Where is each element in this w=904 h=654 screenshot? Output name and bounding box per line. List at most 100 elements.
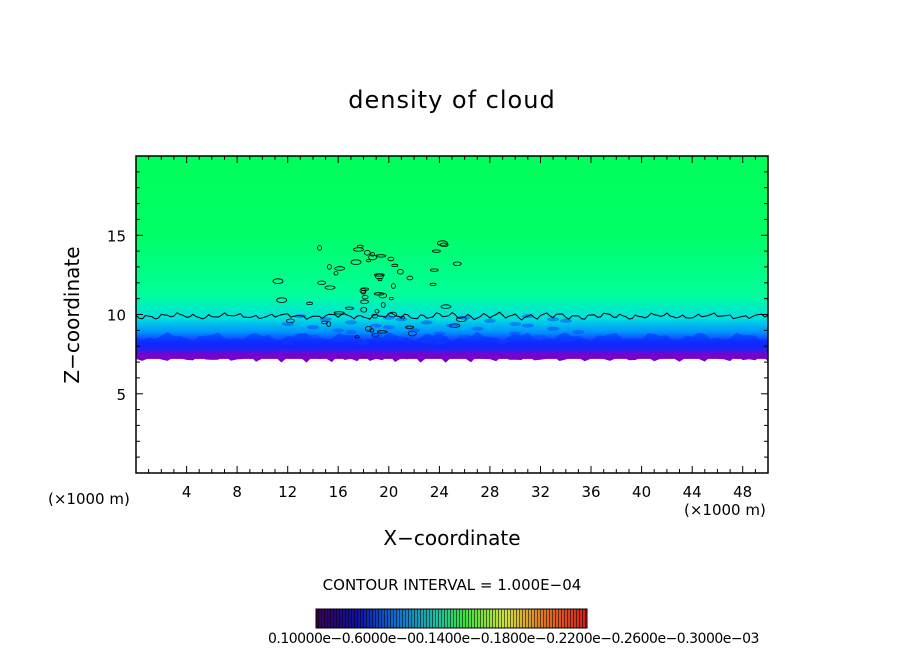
- disturbance-contour: [374, 273, 384, 280]
- colorbar-labels: 0.10000e−0.6000e−00.1400e−0.1800e−0.2200…: [268, 631, 759, 647]
- x-axis: 4 8 12 16 20 24 28 32 36 40 44 48: [148, 156, 756, 501]
- disturbance-contour: [387, 256, 395, 262]
- disturbance-contour: [333, 311, 345, 315]
- disturbance-blob: [483, 318, 496, 323]
- density-field: [136, 156, 768, 363]
- disturbance-contour: [352, 247, 364, 252]
- disturbance-contour: [374, 309, 380, 314]
- disturbance-blob: [547, 326, 560, 331]
- disturbance-blob: [344, 329, 357, 334]
- disturbance-blob: [458, 334, 471, 339]
- y-tick-label: 10: [107, 307, 126, 325]
- disturbance-blob: [281, 341, 294, 345]
- disturbance-contour: [363, 249, 371, 256]
- disturbance-contour: [359, 287, 367, 294]
- disturbance-contour: [388, 296, 394, 301]
- disturbance-blob: [433, 341, 446, 345]
- disturbance-blob: [395, 336, 408, 341]
- y-axis-label: Z−coordinate: [60, 246, 84, 384]
- disturbance-blob: [357, 341, 370, 345]
- contour-line: [135, 311, 769, 321]
- disturbance-contour: [371, 313, 379, 319]
- disturbance-contour: [391, 263, 399, 267]
- x-tick-label: 12: [278, 483, 297, 501]
- disturbance-blob: [509, 322, 522, 326]
- disturbance-contour: [354, 335, 360, 339]
- x-tick-label: 8: [232, 483, 242, 501]
- disturbance-contour: [370, 252, 376, 257]
- disturbance-contour: [276, 297, 288, 304]
- disturbance-contour: [324, 285, 336, 290]
- disturbance-contour: [380, 302, 386, 308]
- disturbance-contour: [429, 282, 437, 286]
- disturbance-contour: [396, 268, 404, 275]
- disturbance-contour: [272, 278, 284, 285]
- disturbance-blob: [471, 336, 484, 341]
- disturbance-blob: [471, 326, 484, 331]
- disturbance-contour: [439, 242, 449, 247]
- field-lower-band: [136, 331, 768, 353]
- disturbance-blob: [559, 337, 572, 342]
- disturbance-contour: [333, 271, 339, 276]
- disturbance-contour: [350, 259, 362, 266]
- disturbance-contour: [390, 283, 396, 289]
- disturbance-blob: [534, 334, 547, 339]
- disturbance-blob: [370, 323, 383, 328]
- disturbance-blob: [559, 318, 572, 323]
- disturbance-contour: [429, 268, 439, 272]
- disturbance-blob: [395, 317, 408, 322]
- disturbance-blob: [344, 320, 357, 325]
- contour-interval-text: CONTOUR INTERVAL = 1.000E−04: [322, 576, 582, 594]
- field-fill: [136, 156, 768, 359]
- y-axis: 5 10 15: [107, 171, 768, 458]
- disturbance-contour: [452, 261, 462, 266]
- disturbance-blob: [496, 339, 509, 344]
- x-unit-left: (×1000 m): [48, 490, 130, 508]
- x-tick-label: 44: [683, 483, 702, 501]
- disturbance-blob: [433, 331, 446, 336]
- disturbance-blob: [509, 331, 522, 336]
- disturbance-blob: [382, 325, 395, 330]
- disturbance-blob: [408, 328, 421, 333]
- disturbance-blob: [332, 328, 345, 333]
- disturbance-contour: [406, 275, 414, 281]
- disturbance-blob: [572, 329, 585, 334]
- disturbance-contour: [440, 304, 452, 309]
- y-tick-label: 15: [107, 227, 126, 245]
- disturbance-contour: [405, 325, 415, 329]
- disturbance-blob: [446, 323, 458, 328]
- x-axis-label: X−coordinate: [0, 526, 904, 550]
- x-tick-label: 36: [581, 483, 600, 501]
- x-tick-label: 40: [632, 483, 651, 501]
- disturbance-contour: [326, 264, 332, 270]
- disturbance-contour: [360, 299, 369, 304]
- x-tick-label: 4: [182, 483, 192, 501]
- disturbance-contour: [345, 306, 354, 310]
- disturbance-blob: [547, 317, 560, 322]
- disturbance-contour: [317, 245, 323, 251]
- contour-interval-note: CONTOUR INTERVAL = 1.000E−04: [0, 576, 904, 594]
- disturbance-blob: [307, 325, 319, 330]
- disturbance-blob: [370, 333, 383, 338]
- disturbance-contour: [373, 292, 385, 296]
- disturbance-contour: [377, 277, 383, 282]
- disturbance-contour: [373, 273, 385, 277]
- x-tick-label: 48: [733, 483, 752, 501]
- disturbance-contour: [326, 321, 332, 327]
- disturbance-blob: [382, 315, 395, 320]
- disturbance-blob: [420, 320, 433, 325]
- disturbance-blob: [521, 323, 534, 328]
- disturbance-contour: [376, 330, 388, 334]
- chart-title: density of cloud: [348, 86, 556, 114]
- disturbance-blob: [420, 339, 433, 344]
- disturbance-contour: [361, 294, 369, 300]
- disturbance-contour: [369, 328, 375, 333]
- x-tick-label: 24: [430, 483, 449, 501]
- disturbance-contour: [360, 306, 368, 313]
- x-tick-label: 28: [480, 483, 499, 501]
- disturbance-contour: [306, 301, 314, 305]
- x-tick-label: 16: [329, 483, 348, 501]
- colorbar: [315, 608, 588, 629]
- x-tick-label: 20: [379, 483, 398, 501]
